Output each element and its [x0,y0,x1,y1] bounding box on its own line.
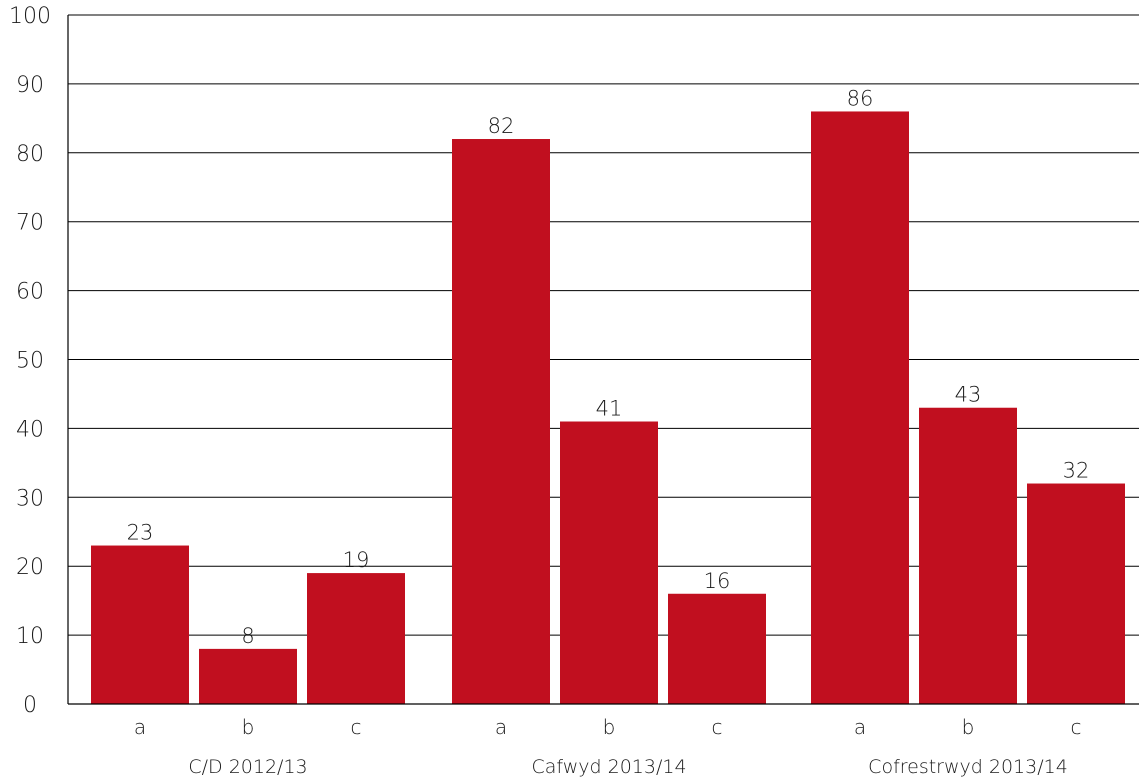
bar [452,139,550,704]
bar [1027,483,1125,704]
x-tick-label: b [962,715,975,739]
data-label: 43 [955,383,982,407]
data-label: 16 [704,569,731,593]
bar [91,545,189,704]
y-tick-label: 100 [9,4,51,29]
bar [811,111,909,704]
x-tick-label: a [495,715,507,739]
data-label: 23 [127,521,154,545]
group-label: Cofrestrwyd 2013/14 [868,756,1068,778]
x-tick-label: b [242,715,255,739]
y-tick-label: 50 [16,349,44,374]
y-tick-label: 70 [16,211,44,236]
data-label: 82 [488,114,515,138]
bar [668,593,766,704]
gridlines [68,14,1139,636]
y-tick-label: 80 [16,142,44,167]
axes [67,15,1139,705]
y-tick-label: 0 [23,693,37,718]
x-tick-label: c [1071,715,1082,739]
y-tick-label: 20 [16,555,44,580]
x-tick-label: c [712,715,723,739]
y-tick-label: 60 [16,280,44,305]
x-tick-label: b [603,715,616,739]
labels: 0 10 20 30 40 50 60 70 80 90 100 23 a 8 b 19 c C/D 2012/1… [9,4,1089,778]
data-label: 41 [596,397,623,421]
bar [919,407,1017,704]
x-tick-label: a [854,715,866,739]
y-tick-label: 10 [16,624,44,649]
bars [91,111,1125,704]
bar [307,573,405,704]
group-label: C/D 2012/13 [188,756,307,778]
group-label: Cafwyd 2013/14 [531,756,686,778]
data-label: 19 [343,548,370,572]
data-label: 32 [1063,459,1090,483]
bar [560,421,658,704]
data-label: 8 [241,624,254,648]
x-tick-label: a [134,715,146,739]
y-tick-label: 30 [16,486,44,511]
data-label: 86 [847,86,874,110]
y-tick-label: 90 [16,73,44,98]
bar [199,648,297,704]
x-tick-label: c [351,715,362,739]
y-tick-label: 40 [16,417,44,442]
